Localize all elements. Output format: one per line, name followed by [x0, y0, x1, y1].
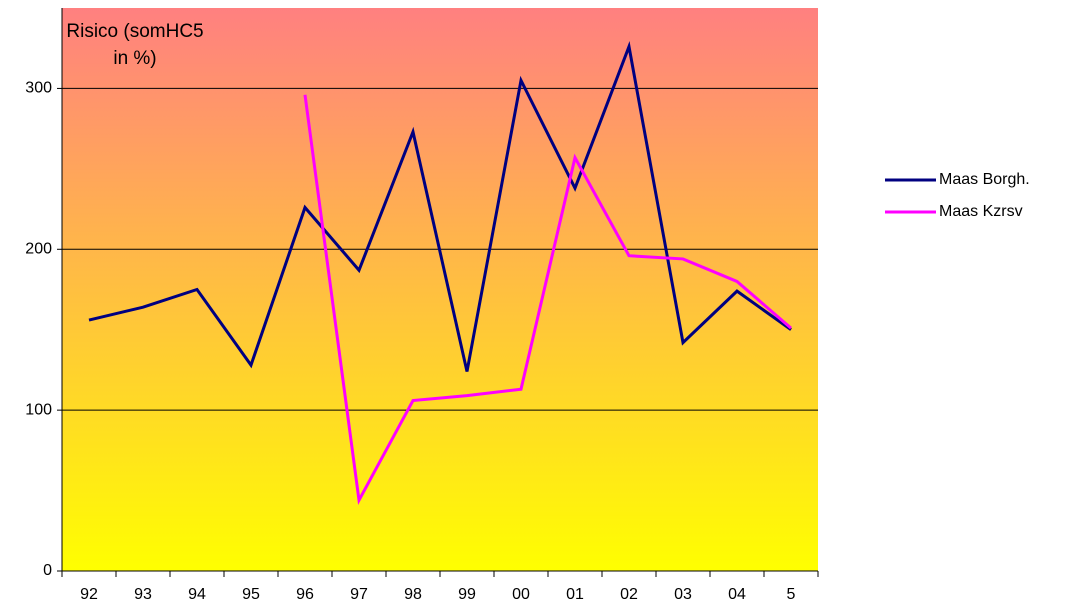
x-tick-label: 04: [728, 586, 746, 603]
x-tick-label: 5: [787, 586, 796, 603]
x-tick-label: 93: [134, 586, 152, 603]
series-line: [303, 94, 792, 505]
x-tick-label: 03: [674, 586, 692, 603]
x-tick-label: 01: [566, 586, 584, 603]
plot-area: [62, 8, 818, 571]
x-tick-label: 92: [80, 586, 98, 603]
x-tick-label: 94: [188, 586, 206, 603]
series-line: [88, 41, 792, 372]
x-tick-label: 96: [296, 586, 314, 603]
chart-title: Risico (somHC5 in %): [66, 21, 204, 69]
y-tick-label: 200: [25, 241, 52, 258]
x-tick-label: 97: [350, 586, 368, 603]
y-tick-label: 300: [25, 80, 52, 97]
x-tick-label: 98: [404, 586, 422, 603]
x-tick-label: 02: [620, 586, 638, 603]
legend-label: Maas Kzrsv: [939, 203, 1023, 220]
x-tick-label: 95: [242, 586, 260, 603]
y-tick-label: 0: [43, 562, 52, 579]
x-tick-label: 99: [458, 586, 476, 603]
x-tick-label: 00: [512, 586, 530, 603]
y-tick-label: 100: [25, 401, 52, 418]
legend-label: Maas Borgh.: [939, 171, 1030, 188]
